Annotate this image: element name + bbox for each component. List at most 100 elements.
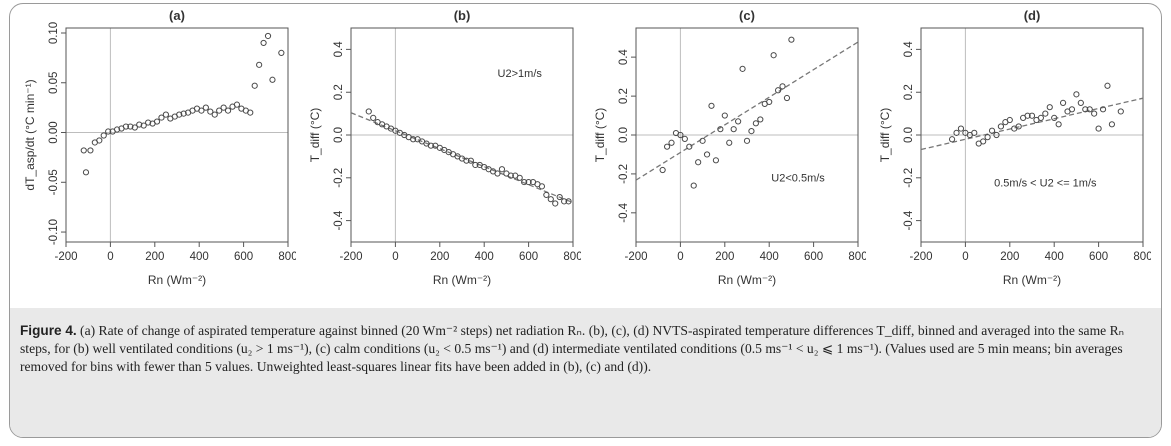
data-point xyxy=(717,126,724,133)
data-point xyxy=(365,108,372,115)
x-tick-label: 200 xyxy=(145,251,164,263)
data-point xyxy=(87,147,94,154)
data-point xyxy=(410,136,417,143)
data-point xyxy=(158,114,165,121)
data-point xyxy=(202,104,209,111)
data-point xyxy=(211,111,218,118)
data-point xyxy=(278,49,285,56)
data-point xyxy=(1015,123,1022,130)
data-point xyxy=(251,82,258,89)
data-point xyxy=(140,122,147,129)
data-point xyxy=(1051,114,1058,121)
data-point xyxy=(122,123,130,130)
y-tick-label: 0.2 xyxy=(333,84,345,100)
y-tick-label: 0.0 xyxy=(618,127,630,143)
x-axis-label: Rn (Wm⁻²) xyxy=(433,273,491,287)
data-point xyxy=(547,196,554,203)
data-point xyxy=(552,200,559,207)
panel-title: (c) xyxy=(739,8,755,23)
data-point xyxy=(463,157,470,164)
data-point xyxy=(993,131,1000,139)
y-tick-label: -0.10 xyxy=(48,219,60,245)
x-axis-label: Rn (Wm⁻²) xyxy=(1003,273,1061,287)
panel-title: (b) xyxy=(454,8,471,23)
data-point xyxy=(113,126,121,133)
data-point xyxy=(507,172,514,179)
data-point xyxy=(695,159,702,166)
data-point xyxy=(779,83,786,90)
data-point xyxy=(1042,110,1049,117)
x-tick-label: 400 xyxy=(760,251,779,263)
data-point xyxy=(997,123,1005,130)
data-point xyxy=(180,110,187,117)
data-point xyxy=(677,131,684,139)
x-axis-label: Rn (Wm⁻²) xyxy=(148,273,206,287)
y-tick-label: 0.4 xyxy=(618,49,630,66)
x-axis-label: Rn (Wm⁻²) xyxy=(718,273,776,287)
data-point xyxy=(957,125,965,132)
x-tick-label: -200 xyxy=(54,251,77,263)
data-point xyxy=(131,124,138,131)
y-axis-label: T_diff (°C) xyxy=(308,108,322,163)
data-point xyxy=(247,109,254,116)
data-point xyxy=(690,182,697,189)
data-point xyxy=(1006,116,1013,124)
x-tick-label: 0 xyxy=(962,251,968,263)
chart-svg-c: (c) -200 0 200 400 600 800 -0.4 -0.2 0.0 0.2 0.4 Rn … xyxy=(593,8,866,287)
data-point xyxy=(1086,106,1093,113)
data-point xyxy=(127,123,134,130)
data-point xyxy=(145,119,152,126)
data-point xyxy=(988,127,996,134)
data-point xyxy=(82,169,90,176)
x-tick-label: 0 xyxy=(107,251,113,263)
chart-panel-b: (b) -200 0 200 400 600 800 -0.4 -0.2 0.0 0.2 0.4 Rn … xyxy=(303,6,581,302)
data-point xyxy=(498,166,506,173)
data-point xyxy=(543,191,550,199)
data-point xyxy=(96,137,103,144)
caption-box: Figure 4. (a) Rate of change of aspirate… xyxy=(10,308,1161,437)
data-point xyxy=(1068,106,1076,113)
data-point xyxy=(467,157,474,164)
y-tick-label: 0.10 xyxy=(48,22,60,44)
x-tick-label: 600 xyxy=(804,251,823,263)
data-point xyxy=(752,120,759,127)
data-point xyxy=(521,178,528,186)
data-point xyxy=(1046,104,1053,111)
fit-line xyxy=(635,41,859,181)
data-point xyxy=(472,161,479,169)
data-point xyxy=(1091,110,1098,117)
data-point xyxy=(220,104,227,111)
data-point xyxy=(1073,91,1080,98)
x-tick-label: 400 xyxy=(190,251,209,263)
data-point xyxy=(953,129,960,136)
x-tick-label: 400 xyxy=(1045,251,1064,263)
data-point xyxy=(370,114,377,121)
x-tick-label: 800 xyxy=(278,251,296,263)
data-point xyxy=(1108,121,1116,128)
data-point xyxy=(1095,125,1102,132)
data-point xyxy=(712,157,720,164)
data-point xyxy=(216,107,223,114)
y-axis-label: T_diff (°C) xyxy=(878,108,892,163)
x-tick-label: 600 xyxy=(1089,251,1108,263)
y-tick-label: 0.00 xyxy=(48,121,60,143)
data-point xyxy=(1117,108,1124,115)
data-point xyxy=(783,94,791,102)
data-point xyxy=(1037,114,1044,121)
data-point xyxy=(565,198,572,205)
data-point xyxy=(748,128,755,135)
plot-frame xyxy=(65,27,289,243)
data-point xyxy=(1028,112,1036,119)
data-point xyxy=(260,39,267,47)
x-tick-label: 0 xyxy=(677,251,683,263)
data-point xyxy=(686,143,693,150)
data-point xyxy=(162,111,169,118)
data-point xyxy=(721,112,728,119)
x-tick-label: 200 xyxy=(715,251,734,263)
x-tick-label: 400 xyxy=(475,251,494,263)
data-point xyxy=(525,178,532,186)
y-axis-label: T_diff (°C) xyxy=(593,108,607,163)
data-point xyxy=(538,183,546,190)
data-point xyxy=(703,151,711,158)
data-point xyxy=(1082,106,1089,113)
